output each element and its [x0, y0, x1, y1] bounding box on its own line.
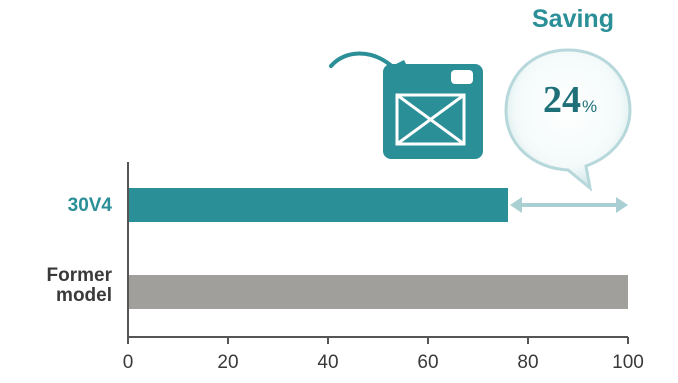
- saving-arrow: [510, 197, 628, 213]
- category-label-line: Former: [46, 265, 112, 286]
- category-label-line: model: [56, 285, 112, 306]
- bar-former-model: [128, 275, 628, 309]
- saving-title: Saving: [532, 5, 614, 33]
- x-tick-label: 40: [317, 352, 338, 373]
- category-label-line: 30V4: [67, 195, 112, 216]
- x-tick-label: 60: [417, 352, 438, 373]
- category-label-former-model: Former model: [20, 266, 112, 306]
- fuel-can-icon: [329, 51, 483, 159]
- x-tick-label: 80: [517, 352, 538, 373]
- x-tick-label: 20: [217, 352, 238, 373]
- saving-arrow-head-left: [510, 197, 522, 213]
- saving-value: 24%: [520, 78, 620, 122]
- saving-arrow-head-right: [616, 197, 628, 213]
- bar-30v4: [128, 188, 508, 222]
- category-label-30v4: 30V4: [20, 196, 112, 216]
- saving-percent-unit: %: [581, 97, 598, 116]
- x-tick-label: 0: [123, 352, 134, 373]
- x-tick-label: 100: [612, 352, 644, 373]
- bars: [128, 188, 628, 309]
- saving-bubble: [504, 48, 632, 192]
- x-axis-ticks: 0 20 40 60 80 100: [123, 337, 644, 373]
- saving-percent-number: 24: [542, 79, 581, 121]
